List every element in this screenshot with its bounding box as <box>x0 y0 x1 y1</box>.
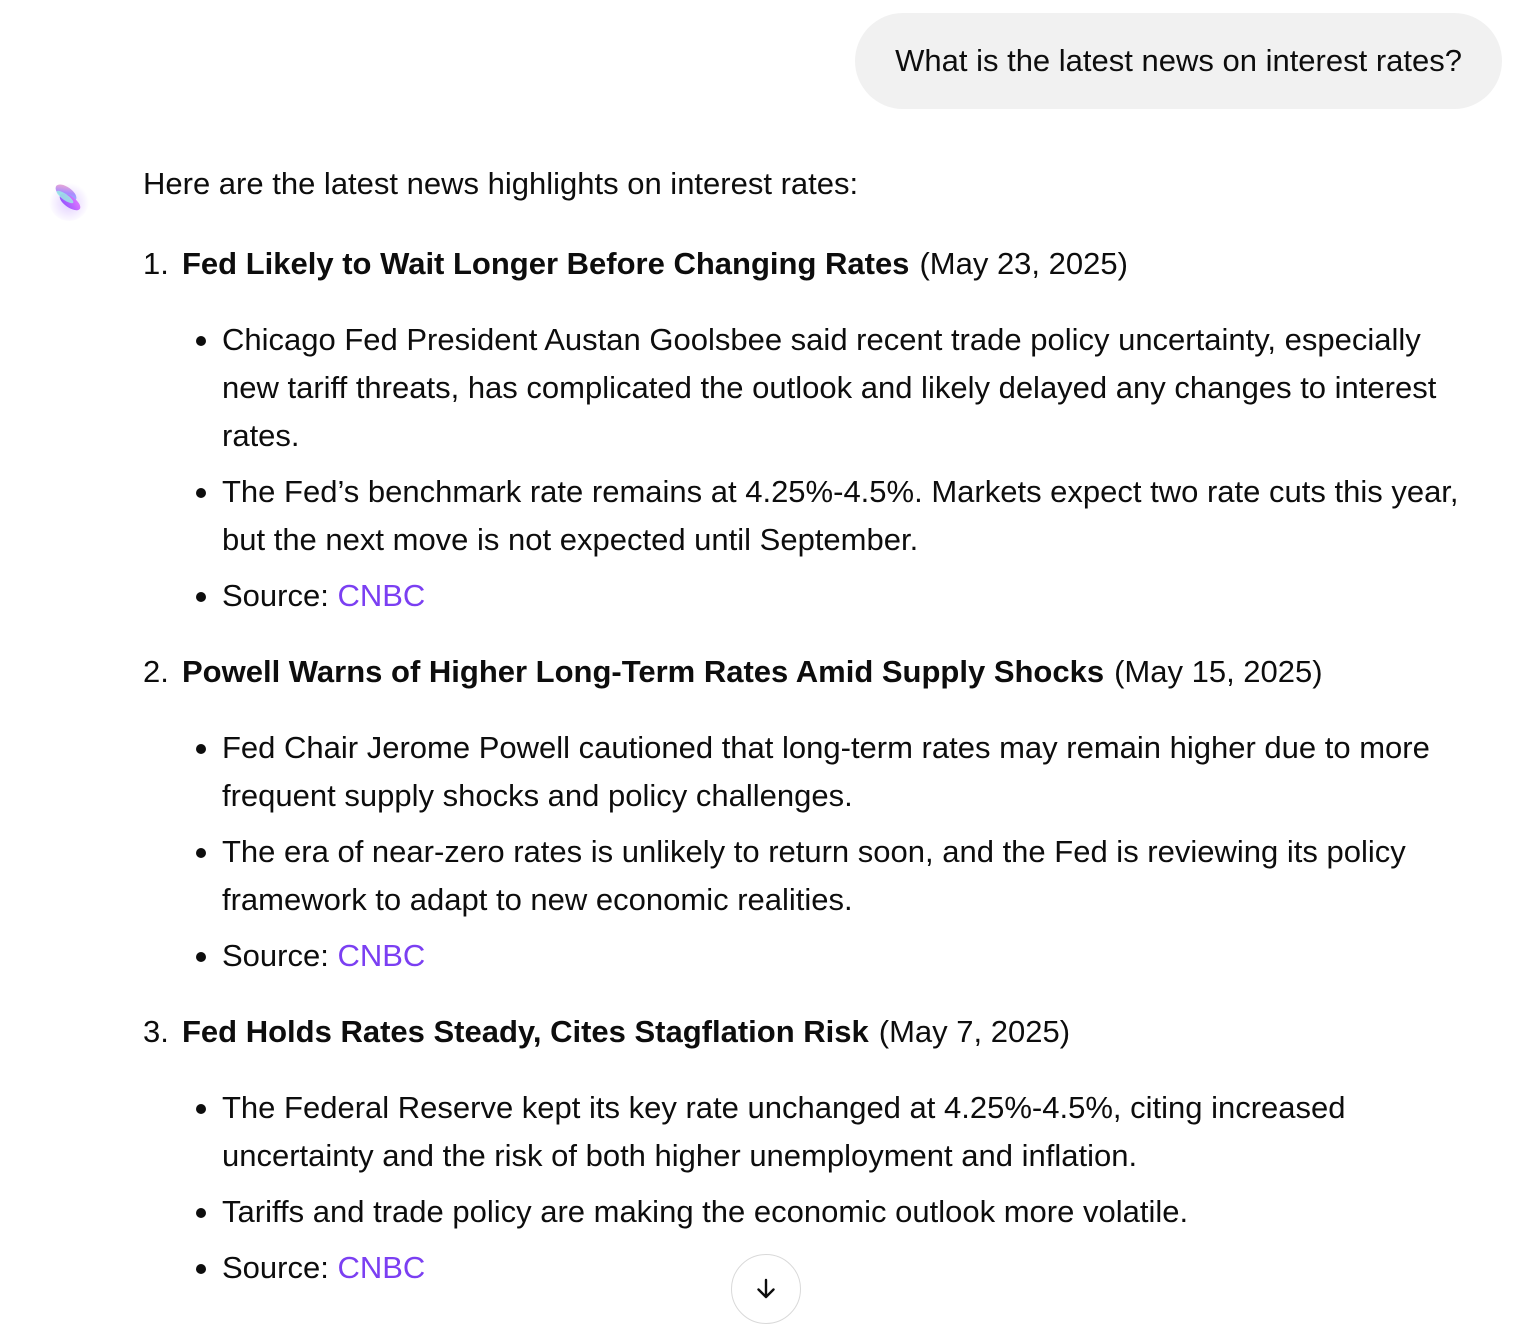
bullet-item: The Federal Reserve kept its key rate un… <box>143 1084 1483 1180</box>
news-item-title: Powell Warns of Higher Long-Term Rates A… <box>182 654 1105 689</box>
bullet-dot-icon <box>196 848 206 858</box>
bullet-dot-icon <box>196 744 206 754</box>
source-label: Source: <box>222 1250 338 1285</box>
news-item-bullets: Chicago Fed President Austan Goolsbee sa… <box>143 316 1483 620</box>
response-intro: Here are the latest news highlights on i… <box>143 166 859 201</box>
bullet-dot-icon <box>196 1208 206 1218</box>
user-message-bubble: What is the latest news on interest rate… <box>855 13 1502 109</box>
news-item-number: 2. <box>143 654 169 689</box>
news-item-heading: 3. Fed Holds Rates Steady, Cites Stagfla… <box>143 1008 1483 1056</box>
news-item-bullets: Fed Chair Jerome Powell cautioned that l… <box>143 724 1483 980</box>
source-link-cnbc[interactable]: CNBC <box>337 578 426 613</box>
news-item-title: Fed Holds Rates Steady, Cites Stagflatio… <box>182 1014 869 1049</box>
scroll-to-bottom-button[interactable] <box>731 1254 801 1324</box>
news-item-title: Fed Likely to Wait Longer Before Changin… <box>182 246 910 281</box>
bullet-item: The Fed’s benchmark rate remains at 4.25… <box>143 468 1483 564</box>
bullet-dot-icon <box>196 336 206 346</box>
bullet-dot-icon <box>196 1104 206 1114</box>
bullet-item: Tariffs and trade policy are making the … <box>143 1188 1483 1236</box>
assistant-response: Here are the latest news highlights on i… <box>143 160 1483 1320</box>
bullet-item: Fed Chair Jerome Powell cautioned that l… <box>143 724 1483 820</box>
source-label: Source: <box>222 578 338 613</box>
bullet-dot-icon <box>196 592 206 602</box>
bullet-dot-icon <box>196 1264 206 1274</box>
news-item-number: 1. <box>143 246 169 281</box>
bullet-text: The Fed’s benchmark rate remains at 4.25… <box>222 474 1459 557</box>
news-item-number: 3. <box>143 1014 169 1049</box>
source-label: Source: <box>222 938 338 973</box>
news-item-heading: 2. Powell Warns of Higher Long-Term Rate… <box>143 648 1483 696</box>
bullet-dot-icon <box>196 488 206 498</box>
news-item: 2. Powell Warns of Higher Long-Term Rate… <box>143 648 1483 980</box>
source-link-cnbc[interactable]: CNBC <box>337 938 426 973</box>
news-item-bullets: The Federal Reserve kept its key rate un… <box>143 1084 1483 1292</box>
assistant-avatar-icon <box>48 176 90 222</box>
bullet-dot-icon <box>196 952 206 962</box>
bullet-text: Tariffs and trade policy are making the … <box>222 1194 1189 1229</box>
bullet-item-source: Source: CNBC <box>143 572 1483 620</box>
bullet-item-source: Source: CNBC <box>143 1244 1483 1292</box>
news-item-heading: 1. Fed Likely to Wait Longer Before Chan… <box>143 240 1483 288</box>
news-item: 3. Fed Holds Rates Steady, Cites Stagfla… <box>143 1008 1483 1292</box>
bullet-text: Chicago Fed President Austan Goolsbee sa… <box>222 322 1437 453</box>
bullet-item: Chicago Fed President Austan Goolsbee sa… <box>143 316 1483 460</box>
arrow-down-icon <box>757 1278 775 1299</box>
bullet-text: The Federal Reserve kept its key rate un… <box>222 1090 1346 1173</box>
news-item-date: (May 7, 2025) <box>878 1014 1071 1049</box>
news-item-date: (May 15, 2025) <box>1114 654 1323 689</box>
source-link-cnbc[interactable]: CNBC <box>337 1250 426 1285</box>
bullet-item-source: Source: CNBC <box>143 932 1483 980</box>
news-item: 1. Fed Likely to Wait Longer Before Chan… <box>143 240 1483 620</box>
bullet-text: The era of near-zero rates is unlikely t… <box>222 834 1406 917</box>
bullet-text: Fed Chair Jerome Powell cautioned that l… <box>222 730 1430 813</box>
bullet-item: The era of near-zero rates is unlikely t… <box>143 828 1483 924</box>
news-item-date: (May 23, 2025) <box>919 246 1128 281</box>
